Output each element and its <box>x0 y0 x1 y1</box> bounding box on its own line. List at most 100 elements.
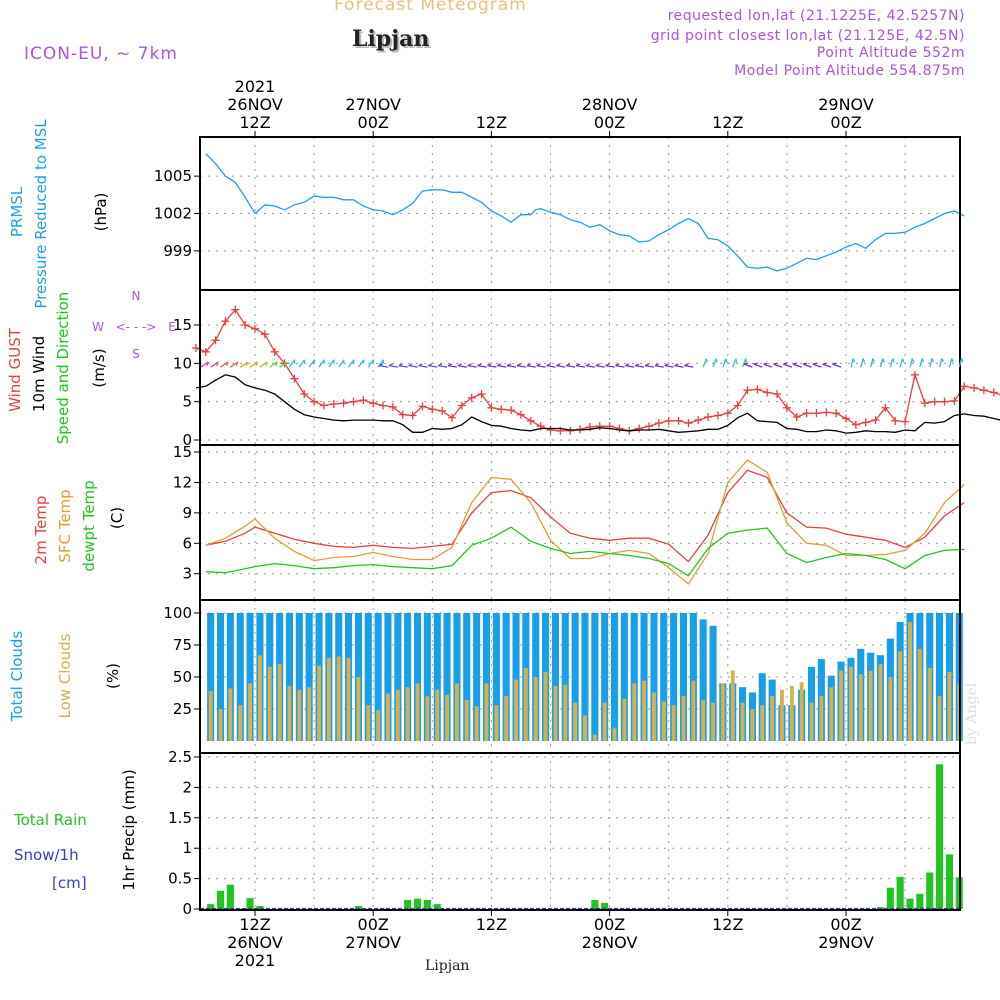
y-tick-label: 9 <box>182 504 192 522</box>
gust-marker <box>645 422 653 431</box>
y-tick-label: 15 <box>173 443 192 461</box>
bar-clouds <box>888 677 893 741</box>
wind-direction-arrow <box>605 364 615 368</box>
wind-direction-arrow <box>960 358 964 363</box>
wind-direction-arrow <box>741 358 747 368</box>
wind-direction-arrow <box>408 363 413 367</box>
y-tick-label: 5 <box>182 393 192 411</box>
low-clouds-label: Low Clouds <box>56 633 74 718</box>
wind-direction-arrow <box>398 363 403 367</box>
bar-clouds <box>601 613 609 741</box>
gust-marker <box>438 406 447 415</box>
wind-10m-label: 10m Wind <box>30 336 48 412</box>
wind-direction-arrow <box>546 363 551 367</box>
gust-marker <box>930 397 939 406</box>
compass-s: S <box>132 347 140 361</box>
gust-marker <box>507 406 516 415</box>
bar-clouds <box>455 683 459 741</box>
gust-marker <box>763 388 772 397</box>
bar-clouds <box>514 679 518 741</box>
wind-direction-arrow <box>674 363 679 367</box>
bar-clouds <box>602 702 607 741</box>
gust-marker <box>812 409 821 418</box>
gust-marker <box>319 401 328 410</box>
wind-direction-arrow <box>615 364 625 368</box>
y-tick-label: 2 <box>182 778 192 796</box>
panel-frame <box>199 444 961 601</box>
time-axis-date-bottom: 28NOV <box>582 933 638 952</box>
wind-direction-arrow <box>220 361 229 368</box>
wind-direction-arrow <box>712 358 717 368</box>
gust-marker <box>467 393 476 402</box>
wind-direction-arrow <box>793 362 798 365</box>
bar-clouds <box>543 671 548 741</box>
gust-marker <box>595 422 604 431</box>
bar-clouds <box>799 682 804 741</box>
bar-clouds <box>789 686 794 741</box>
wind-direction-arrow <box>438 364 448 368</box>
compass-e: E <box>168 320 176 334</box>
gust-marker <box>191 344 200 352</box>
wind-direction-arrow <box>357 359 365 368</box>
footer-location: Lipjan <box>425 958 470 974</box>
y-tick-label: 12 <box>173 473 192 491</box>
bar-clouds <box>750 709 755 741</box>
wind-direction-arrow <box>245 361 249 366</box>
pressure-unit-label: (hPa) <box>92 193 110 232</box>
time-axis-hour-bottom: 00Z <box>594 915 625 934</box>
bar-clouds <box>277 664 282 741</box>
gust-marker <box>359 396 368 405</box>
wind-direction-arrow <box>921 358 925 363</box>
gust-marker <box>398 410 407 419</box>
bar-clouds <box>464 700 469 741</box>
wind-direction-arrow <box>862 358 866 363</box>
gust-marker <box>477 390 486 398</box>
wind-direction-arrow <box>585 363 590 367</box>
bar-clouds <box>553 686 558 741</box>
gust-marker <box>674 416 683 425</box>
time-axis-hour-bottom: 12Z <box>712 915 743 934</box>
wind-direction-arrow <box>812 362 817 365</box>
wind-direction-arrow <box>487 364 497 368</box>
wind-direction-arrow <box>822 362 827 365</box>
compass-rose: <- - -> <box>116 320 157 334</box>
bar-clouds <box>317 665 321 741</box>
time-axis-hour-top: 12Z <box>712 113 743 132</box>
gust-marker <box>379 401 388 410</box>
wind-direction-arrow <box>822 363 832 368</box>
wind-direction-arrow <box>408 364 418 368</box>
bar-clouds <box>207 613 215 741</box>
panel-frame <box>199 752 961 911</box>
bar-clouds <box>326 657 331 741</box>
time-axis-date-bottom: 27NOV <box>345 933 401 952</box>
wind-direction-arrow <box>265 361 268 366</box>
gust-marker <box>704 413 713 421</box>
gust-marker <box>300 390 309 398</box>
bar-clouds <box>287 686 292 741</box>
time-axis-date-bottom: 29NOV <box>818 933 874 952</box>
wind-direction-arrow <box>615 363 620 367</box>
gust-marker <box>792 413 801 421</box>
wind-direction-arrow <box>852 358 856 363</box>
gust-marker <box>654 419 663 428</box>
series-line-2m-temp <box>205 469 965 563</box>
wind-direction-arrow <box>872 358 875 363</box>
series-line-10m-wind <box>195 374 1000 434</box>
gust-marker <box>733 401 742 410</box>
wind-direction-arrow <box>298 359 306 368</box>
gust-marker <box>773 390 782 398</box>
gust-marker <box>251 324 259 333</box>
bar-precip <box>591 899 599 909</box>
wind-direction-arrow <box>235 361 239 366</box>
bar-clouds <box>898 651 903 741</box>
gust-marker <box>201 347 210 356</box>
wind-direction-arrow <box>467 363 472 367</box>
gust-marker <box>910 370 919 379</box>
wind-direction-arrow <box>911 358 915 363</box>
bar-clouds <box>927 668 932 741</box>
requested-coordinates: requested lon,lat (21.1225E, 42.5257N) <box>667 8 965 24</box>
bar-clouds <box>681 696 686 741</box>
bar-precip <box>601 902 609 909</box>
wind-direction-arrow <box>664 364 674 368</box>
